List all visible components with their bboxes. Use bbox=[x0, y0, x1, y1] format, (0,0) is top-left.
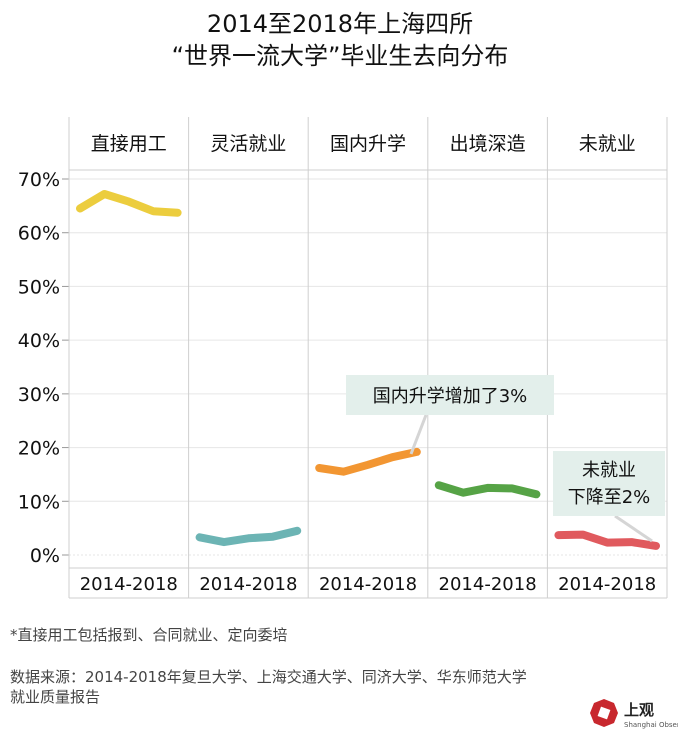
y-tick-label-0: 0% bbox=[30, 545, 60, 567]
panel-header-1: 直接用工 bbox=[91, 133, 167, 155]
shanghai-observer-logo: 上观 Shanghai Observer bbox=[588, 695, 680, 735]
annotation-leader-2 bbox=[614, 514, 653, 543]
data-point-1-2017 bbox=[152, 210, 154, 212]
data-point-1-2016 bbox=[128, 201, 130, 203]
data-point-3-2017 bbox=[391, 456, 393, 458]
panel-header-4: 出境深造 bbox=[450, 133, 526, 155]
annotation-leader-1 bbox=[409, 414, 428, 455]
series-line-2 bbox=[195, 526, 302, 547]
annotation-box-2 bbox=[553, 451, 665, 516]
y-tick-label-50: 50% bbox=[18, 276, 60, 298]
footnote-source-line-1: 数据来源：2014-2018年复旦大学、上海交通大学、同济大学、华东师范大学 bbox=[10, 668, 527, 686]
panel-header-3: 国内升学 bbox=[330, 133, 406, 155]
data-point-4-2017 bbox=[511, 487, 513, 489]
data-point-2-2016 bbox=[247, 537, 249, 539]
data-point-3-2018 bbox=[416, 451, 418, 453]
data-point-5-2014 bbox=[557, 534, 559, 536]
x-axis-label-4: 2014-2018 bbox=[439, 574, 537, 595]
logo-name: 上观 bbox=[624, 701, 654, 719]
panel-header-5: 未就业 bbox=[579, 133, 636, 155]
data-point-1-2018 bbox=[177, 212, 179, 214]
x-axis-label-1: 2014-2018 bbox=[80, 574, 178, 595]
series-line-1 bbox=[76, 190, 182, 217]
y-tick-label-20: 20% bbox=[18, 438, 60, 460]
logo-subtitle: Shanghai Observer bbox=[624, 721, 678, 729]
data-point-5-2016 bbox=[606, 542, 608, 544]
y-tick-label-40: 40% bbox=[18, 330, 60, 352]
line-chart-panels: 0% 10% 20% 30% 40% 50% 60% 70% 直接用工 2014-2018 灵活就业… bbox=[18, 117, 668, 599]
x-axis-label-2: 2014-2018 bbox=[199, 574, 297, 595]
logo-mark-icon: 上观 Shanghai Observer bbox=[590, 699, 680, 729]
data-point-2-2017 bbox=[272, 536, 274, 538]
data-point-1-2014 bbox=[79, 208, 81, 210]
footnote-definition: *直接用工包括报到、合同就业、定向委培 bbox=[10, 626, 288, 644]
chart-title-line-2: “世界一流大学”毕业生去向分布 bbox=[171, 42, 509, 70]
series-line-4 bbox=[434, 481, 541, 499]
data-point-5-2018 bbox=[655, 545, 657, 547]
data-point-2-2018 bbox=[296, 530, 298, 532]
series-line-5 bbox=[554, 530, 660, 550]
panel-header-2: 灵活就业 bbox=[210, 133, 286, 155]
data-point-3-2016 bbox=[367, 464, 369, 466]
data-point-4-2014 bbox=[438, 484, 440, 486]
data-point-4-2018 bbox=[535, 493, 537, 495]
series-line-3 bbox=[315, 447, 421, 476]
annotation-text-2-1: 未就业 bbox=[582, 460, 636, 481]
annotation-text-1-1: 国内升学增加了3% bbox=[373, 386, 528, 407]
footnote-source-line-2: 就业质量报告 bbox=[10, 688, 101, 706]
y-tick-label-10: 10% bbox=[18, 491, 60, 513]
annotation-box-1 bbox=[346, 375, 554, 415]
y-tick-label-30: 30% bbox=[18, 384, 60, 406]
x-axis-label-5: 2014-2018 bbox=[558, 574, 656, 595]
annotation-text-2-2: 下降至2% bbox=[568, 487, 651, 508]
data-point-2-2015 bbox=[223, 541, 225, 543]
x-axis-label-3: 2014-2018 bbox=[319, 574, 417, 595]
chart-title-line-1: 2014至2018年上海四所 bbox=[206, 10, 474, 38]
data-point-3-2015 bbox=[343, 471, 345, 473]
chart-title: 2014至2018年上海四所 “世界一流大学”毕业生去向分布 bbox=[0, 8, 680, 72]
y-tick-label-70: 70% bbox=[18, 169, 60, 191]
data-point-1-2015 bbox=[103, 193, 105, 195]
data-point-4-2015 bbox=[462, 492, 464, 494]
data-point-5-2015 bbox=[582, 534, 584, 536]
data-point-4-2016 bbox=[487, 487, 489, 489]
data-point-3-2014 bbox=[318, 467, 320, 469]
data-point-2-2014 bbox=[199, 536, 201, 538]
data-point-5-2017 bbox=[631, 541, 633, 543]
y-tick-label-60: 60% bbox=[18, 223, 60, 245]
